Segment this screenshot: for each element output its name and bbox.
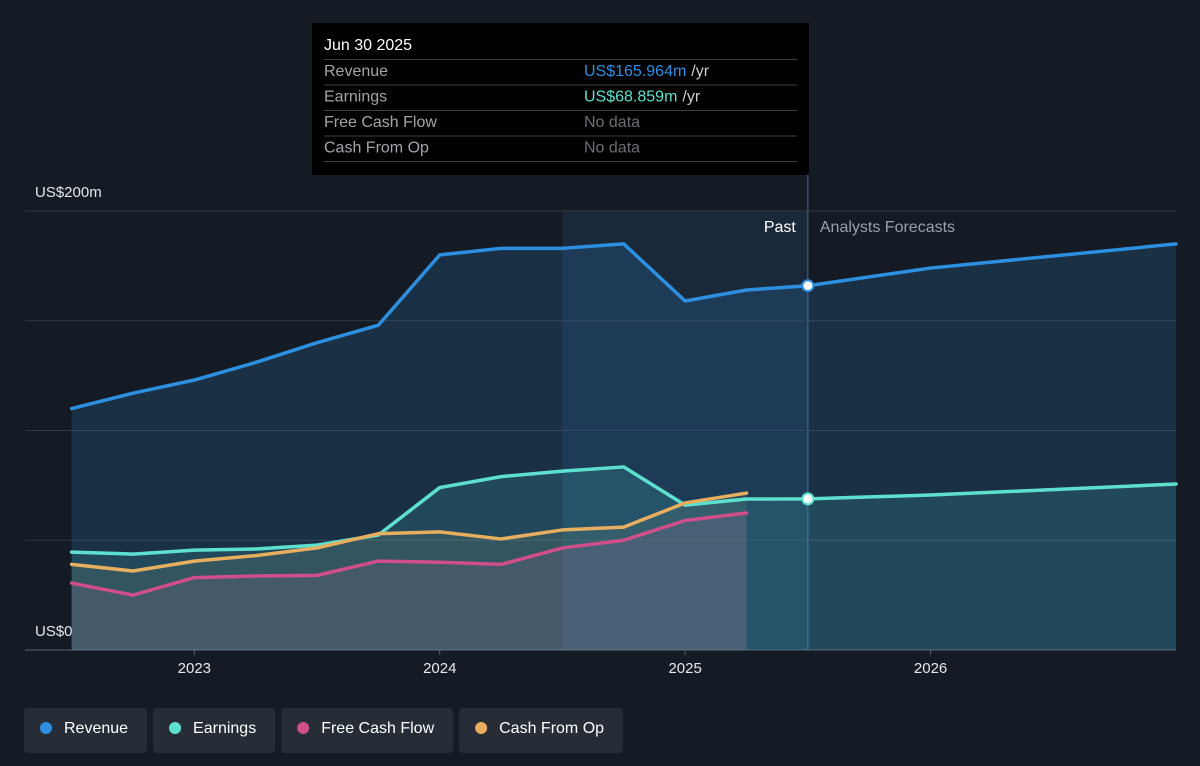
legend-label: Earnings <box>193 720 256 737</box>
point-marker <box>801 279 815 293</box>
legend-box[interactable] <box>153 708 276 753</box>
legend-dot <box>297 722 310 734</box>
x-tick-label: 2026 <box>914 660 947 677</box>
y-tick-label: US$0 <box>35 623 73 640</box>
tooltip-label: Revenue <box>324 63 388 80</box>
tooltip-date: Jun 30 2025 <box>324 37 412 54</box>
tooltip-label: Free Cash Flow <box>324 114 437 131</box>
legend-label: Revenue <box>64 720 128 737</box>
series-line <box>69 491 749 573</box>
tooltip-label: Earnings <box>324 89 387 106</box>
series-line <box>69 511 749 597</box>
tooltip-label: Cash From Op <box>324 140 429 157</box>
y-tick-label: US$200m <box>35 184 102 201</box>
past-label: Past <box>764 219 797 236</box>
legend-box[interactable] <box>459 708 624 753</box>
legend-dot <box>40 722 52 734</box>
series-line <box>69 465 1178 556</box>
legend-box[interactable] <box>281 708 454 753</box>
legend-dot <box>169 722 182 734</box>
legend-item[interactable]: Cash From Op <box>459 708 624 753</box>
tooltip-unit: /yr <box>682 89 700 106</box>
tooltip-value: No data <box>584 140 640 157</box>
legend-item[interactable]: Revenue <box>24 708 148 753</box>
forecast-label: Analysts Forecasts <box>820 219 955 236</box>
point-marker <box>801 492 815 506</box>
tooltip-box <box>312 23 809 175</box>
legend-label: Cash From Op <box>499 720 604 737</box>
tooltip-value: No data <box>584 114 640 131</box>
area <box>71 466 1176 650</box>
x-tick-label: 2025 <box>668 660 701 677</box>
legend-item[interactable]: Free Cash Flow <box>281 708 454 753</box>
x-tick-label: 2024 <box>423 660 456 677</box>
tooltip-value: US$165.964m <box>584 63 686 80</box>
legend-item[interactable]: Earnings <box>153 708 276 753</box>
tooltip: Jun 30 2025 Revenue US$165.964m/yr Earnings… <box>312 23 809 175</box>
x-tick-label: 2023 <box>178 660 211 677</box>
tooltip-value: US$68.859m <box>584 89 677 106</box>
series-line <box>69 242 1178 411</box>
area <box>71 243 1176 651</box>
legend-label: Free Cash Flow <box>321 720 434 737</box>
tooltip-unit: /yr <box>691 63 709 80</box>
area <box>71 493 747 650</box>
legend-box[interactable] <box>24 708 148 753</box>
legend-dot <box>475 722 488 734</box>
